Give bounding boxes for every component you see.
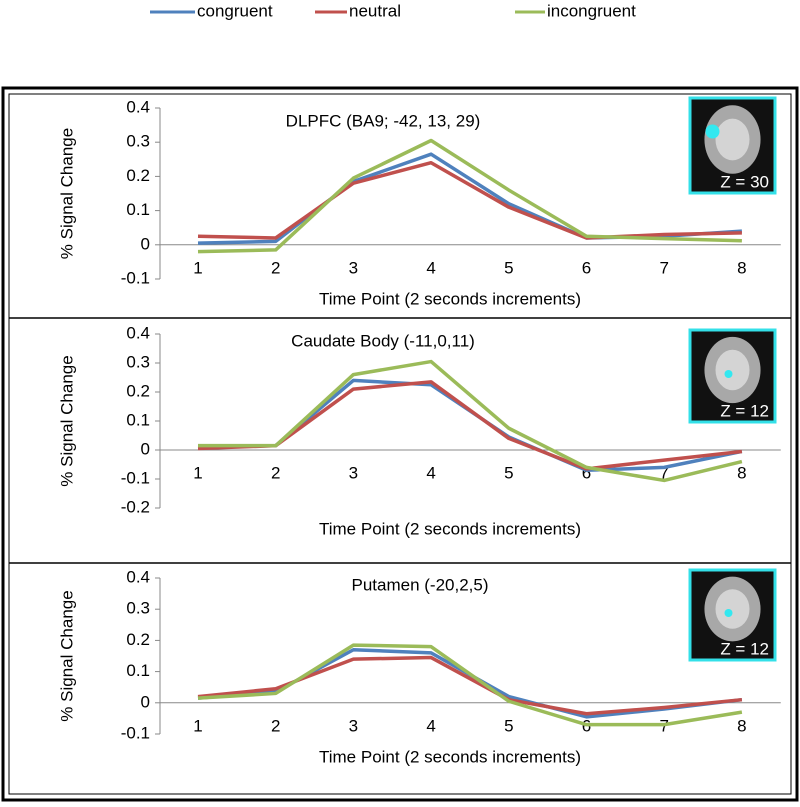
x-tick-label: 8: [737, 258, 746, 277]
y-axis-label: % Signal Change: [57, 128, 76, 259]
y-axis-label: % Signal Change: [57, 590, 76, 721]
y-tick-label: 0: [141, 439, 150, 458]
y-tick-label: 0.1: [126, 200, 150, 219]
y-tick-label: -0.1: [121, 468, 150, 487]
y-tick-label: 0.4: [126, 567, 150, 586]
y-tick-label: 0: [141, 692, 150, 711]
y-tick-label: 0.1: [126, 410, 150, 429]
y-tick-label: 0.3: [126, 352, 150, 371]
x-axis-label: Time Point (2 seconds increments): [319, 519, 581, 538]
chart-title: Putamen (-20,2,5): [351, 575, 488, 594]
chart-title: DLPFC (BA9; -42, 13, 29): [286, 111, 481, 130]
outer-frame: [1, 86, 799, 802]
legend-label: incongruent: [547, 1, 636, 20]
y-tick-label: 0.3: [126, 132, 150, 151]
series-line: [197, 152, 743, 245]
inset-label: Z = 12: [720, 639, 769, 658]
y-tick-label: 0: [141, 234, 150, 253]
series-line: [197, 160, 742, 240]
roi-spot: [724, 370, 733, 378]
y-tick-label: -0.2: [121, 497, 150, 516]
y-tick-label: 0.2: [126, 630, 150, 649]
x-tick-label: 3: [349, 463, 358, 482]
chart-title: Caudate Body (-11,0,11): [291, 331, 475, 350]
x-tick-label: 2: [271, 716, 280, 735]
series-line: [197, 380, 743, 471]
legend-label: congruent: [197, 1, 273, 20]
roi-spot: [705, 124, 720, 139]
x-tick-label: 3: [349, 716, 358, 735]
roi-spot: [724, 609, 733, 617]
inner-frame: [8, 93, 792, 795]
x-axis-label: Time Point (2 seconds increments): [319, 747, 581, 766]
y-tick-label: 0.4: [126, 97, 150, 116]
x-tick-label: 7: [659, 258, 668, 277]
brain-core: [715, 118, 750, 161]
x-tick-label: 4: [426, 716, 435, 735]
x-tick-label: 4: [426, 463, 435, 482]
x-tick-label: 6: [582, 463, 591, 482]
series-line: [198, 359, 743, 483]
x-tick-label: 1: [193, 716, 202, 735]
brain-core: [715, 349, 750, 391]
x-tick-label: 8: [737, 463, 746, 482]
x-tick-label: 1: [193, 258, 202, 277]
x-tick-label: 2: [271, 463, 280, 482]
x-tick-label: 5: [504, 258, 513, 277]
y-axis-label: % Signal Change: [57, 355, 76, 486]
series-line: [197, 643, 743, 727]
y-tick-label: 0.3: [126, 599, 150, 618]
y-tick-label: 0.2: [126, 381, 150, 400]
x-tick-label: 6: [582, 258, 591, 277]
series-line: [197, 655, 743, 716]
y-tick-label: -0.1: [121, 723, 150, 742]
y-tick-label: 0.4: [126, 323, 150, 342]
x-tick-label: 3: [349, 258, 358, 277]
brain-core: [715, 589, 750, 629]
y-tick-label: -0.1: [121, 268, 150, 287]
x-tick-label: 5: [504, 716, 513, 735]
inset-label: Z = 30: [720, 172, 769, 191]
x-tick-label: 7: [659, 463, 668, 482]
x-tick-label: 4: [426, 258, 435, 277]
series-line: [197, 138, 742, 254]
x-tick-label: 2: [271, 258, 280, 277]
inset-label: Z = 12: [720, 401, 769, 420]
y-tick-label: 0.1: [126, 661, 150, 680]
x-tick-label: 5: [504, 463, 513, 482]
x-axis-label: Time Point (2 seconds increments): [319, 289, 581, 308]
legend-label: neutral: [349, 1, 401, 20]
y-tick-label: 0.2: [126, 166, 150, 185]
x-tick-label: 8: [737, 716, 746, 735]
x-tick-label: 1: [193, 463, 202, 482]
